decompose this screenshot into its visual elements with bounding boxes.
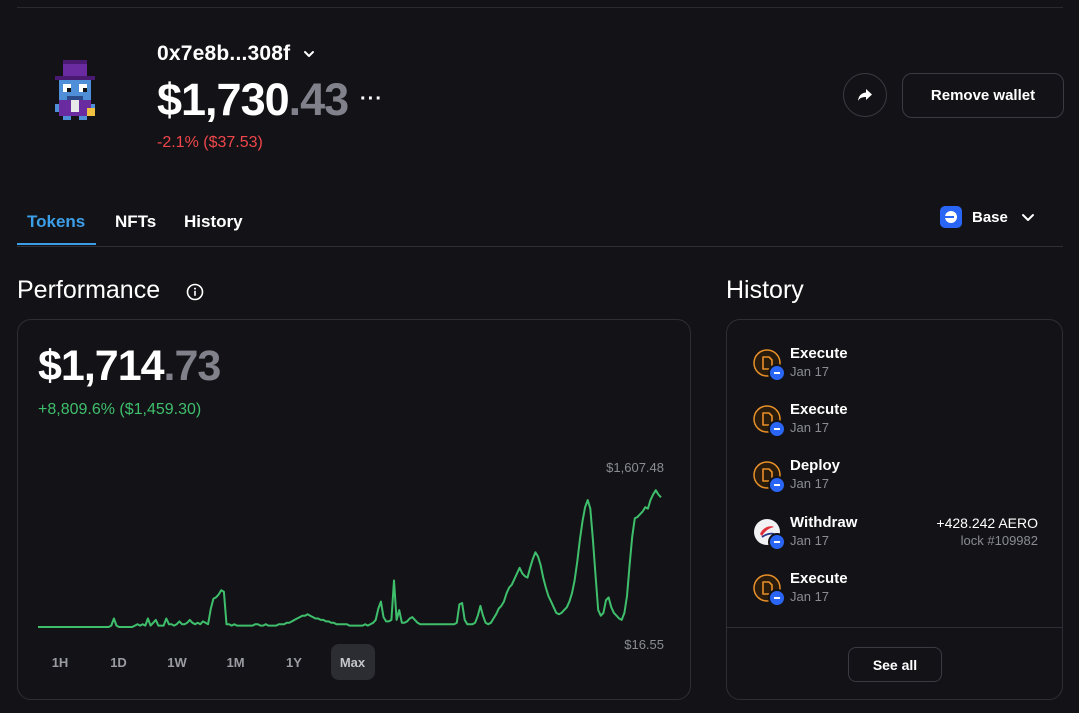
- range-1d[interactable]: 1D: [110, 654, 127, 670]
- performance-value: $1,714.73: [38, 342, 222, 391]
- history-item-subtext: lock #109982: [960, 533, 1038, 548]
- time-range-selector: 1H 1D 1W 1M 1Y Max: [38, 644, 389, 680]
- performance-value-cents: .73: [163, 342, 222, 390]
- history-item[interactable]: Execute Jan 17: [753, 570, 1038, 611]
- more-options-button[interactable]: ···: [360, 88, 383, 110]
- history-item-title: Withdraw: [790, 514, 858, 531]
- history-item-title: Execute: [790, 401, 848, 418]
- history-item[interactable]: Execute Jan 17: [753, 401, 1038, 442]
- performance-value-main: $1,714: [38, 342, 165, 390]
- range-1m[interactable]: 1M: [226, 654, 245, 670]
- share-button[interactable]: [843, 73, 887, 117]
- history-item-title: Execute: [790, 345, 848, 362]
- history-divider: [727, 627, 1062, 628]
- performance-card: $1,714.73 +8,809.6% ($1,459.30) $1,607.4…: [17, 319, 691, 700]
- range-max[interactable]: Max: [330, 644, 375, 680]
- chevron-down-icon: [302, 47, 316, 61]
- wallet-avatar: [55, 60, 95, 120]
- base-network-badge-icon: [768, 589, 786, 607]
- history-item-date: Jan 17: [790, 364, 830, 379]
- tab-tokens[interactable]: Tokens: [27, 212, 86, 231]
- performance-chart[interactable]: [18, 320, 690, 699]
- history-card: Execute Jan 17 Execute Jan 17 Deploy Jan…: [726, 319, 1063, 700]
- network-label: Base: [972, 208, 1008, 226]
- performance-line: [38, 489, 662, 628]
- history-item-date: Jan 17: [790, 476, 830, 491]
- wallet-address: 0x7e8b...308f: [157, 42, 291, 65]
- range-1y[interactable]: 1Y: [286, 654, 302, 670]
- tab-nfts[interactable]: NFTs: [115, 212, 157, 231]
- network-selector[interactable]: Base: [940, 206, 1036, 228]
- range-1h[interactable]: 1H: [51, 654, 69, 670]
- history-item-title: Deploy: [790, 457, 841, 474]
- chart-max-label: $1,607.48: [606, 460, 664, 475]
- base-network-badge-icon: [768, 420, 786, 438]
- base-network-badge-icon: [768, 533, 786, 551]
- range-1w[interactable]: 1W: [167, 654, 187, 670]
- history-item[interactable]: Execute Jan 17: [753, 345, 1038, 386]
- tab-bar: Tokens NFTs History Base: [17, 198, 1063, 247]
- balance-change: -2.1% ($37.53): [157, 134, 263, 151]
- history-title: History: [726, 276, 804, 304]
- top-divider: [17, 7, 1063, 8]
- base-network-icon: [940, 206, 962, 228]
- history-item-date: Jan 17: [790, 420, 830, 435]
- chart-min-label: $16.55: [624, 637, 664, 652]
- share-arrow-icon: [858, 89, 872, 101]
- history-item[interactable]: Deploy Jan 17: [753, 457, 1038, 498]
- performance-change: +8,809.6% ($1,459.30): [38, 401, 202, 418]
- wallet-address-selector[interactable]: 0x7e8b...308f: [157, 42, 316, 66]
- remove-wallet-button[interactable]: Remove wallet: [902, 73, 1064, 118]
- wallet-balance: $1,730.43: [157, 74, 350, 126]
- active-tab-indicator: [17, 243, 96, 245]
- history-item-title: Execute: [790, 570, 848, 587]
- tab-history[interactable]: History: [184, 212, 243, 231]
- see-all-button[interactable]: See all: [848, 647, 942, 682]
- info-icon[interactable]: [186, 283, 204, 301]
- balance-main: $1,730: [157, 74, 290, 125]
- performance-title: Performance: [17, 276, 161, 304]
- chevron-down-icon: [1021, 214, 1034, 221]
- base-network-badge-icon: [768, 476, 786, 494]
- history-item-amount: +428.242 AERO: [936, 515, 1038, 531]
- history-item-date: Jan 17: [790, 533, 830, 548]
- history-item-date: Jan 17: [790, 589, 830, 604]
- history-item[interactable]: Withdraw Jan 17 +428.242 AERO lock #1099…: [753, 514, 1038, 555]
- base-network-badge-icon: [768, 364, 786, 382]
- balance-cents: .43: [288, 74, 350, 125]
